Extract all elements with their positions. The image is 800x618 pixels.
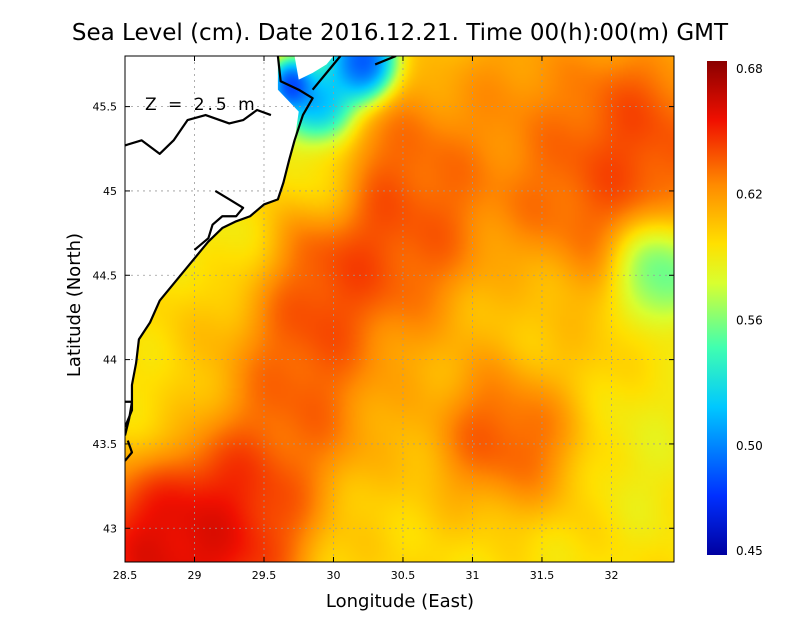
x-tick-label: 28.5 <box>113 569 138 582</box>
y-tick-label: 45.5 <box>93 101 118 114</box>
y-axis-ticks: 43 43.5 44 44.5 45 45.5 <box>93 101 674 535</box>
colorbar-tick-label: 0.68 <box>736 62 763 76</box>
x-axis-label: Longitude (East) <box>326 591 474 612</box>
x-tick-label: 30 <box>326 569 340 582</box>
y-tick-label: 43 <box>103 522 117 535</box>
land-areas <box>125 56 334 428</box>
land-polygon <box>294 56 334 80</box>
coastline <box>125 56 314 428</box>
chart-title: Sea Level (cm). Date 2016.12.21. Time 00… <box>72 20 729 46</box>
x-tick-label: 29.5 <box>252 569 277 582</box>
depth-annotation: Z = 2.5 m <box>145 95 258 115</box>
colorbar-ticks: 0.45 0.50 0.56 0.62 0.68 <box>736 62 763 558</box>
coastlines <box>125 56 397 462</box>
x-tick-label: 29 <box>187 569 201 582</box>
coastline <box>125 108 272 155</box>
colorbar-tick-label: 0.62 <box>736 188 763 202</box>
colorbar-tick-label: 0.50 <box>736 439 763 453</box>
land-polygon <box>125 56 299 428</box>
plot-frame <box>124 55 675 563</box>
x-axis-ticks: 28.5 29 29.5 30 30.5 31 31.5 32 <box>113 56 618 582</box>
y-tick-label: 43.5 <box>93 438 118 451</box>
gridlines <box>125 56 674 562</box>
x-tick-label: 31.5 <box>530 569 555 582</box>
coastline <box>193 189 245 251</box>
colorbar-tick-label: 0.56 <box>736 313 763 327</box>
colorbar-tick-label: 0.45 <box>736 544 763 558</box>
y-axis-label: Latitude (North) <box>64 233 85 377</box>
x-tick-label: 30.5 <box>391 569 416 582</box>
coastline <box>374 56 397 66</box>
y-tick-label: 45 <box>103 185 117 198</box>
x-tick-label: 31 <box>465 569 479 582</box>
coastline <box>125 400 134 436</box>
x-tick-label: 32 <box>604 569 618 582</box>
y-tick-label: 44 <box>103 354 117 367</box>
colorbar <box>707 61 727 555</box>
coastline <box>311 56 342 91</box>
coastline <box>125 440 134 462</box>
y-tick-label: 44.5 <box>93 269 118 282</box>
